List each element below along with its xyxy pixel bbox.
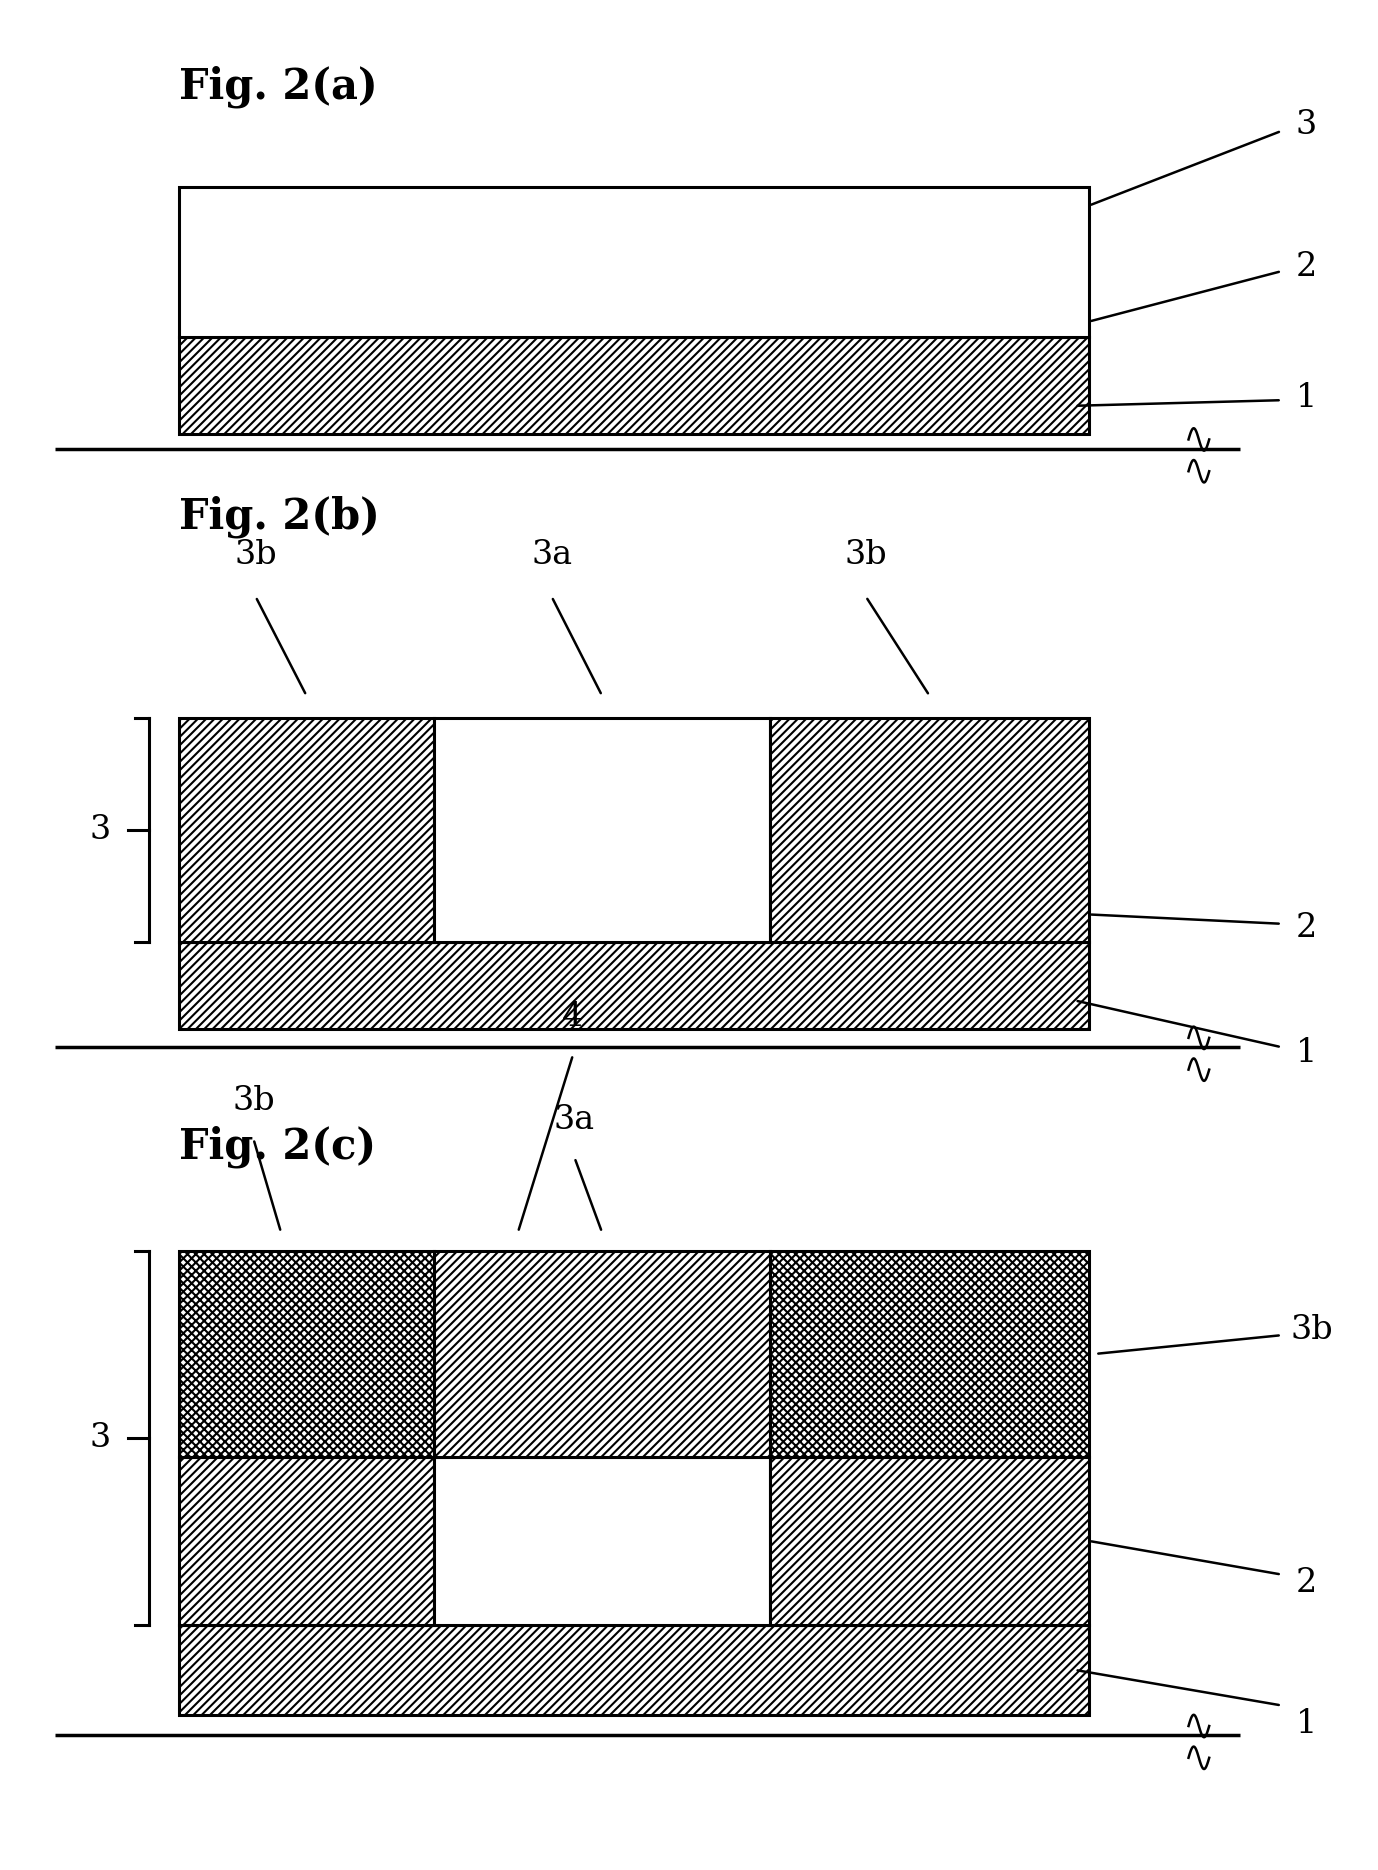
Text: 3b: 3b <box>234 539 277 572</box>
Text: 3a: 3a <box>554 1103 595 1137</box>
Bar <box>179 337 1089 434</box>
Text: 4: 4 <box>562 1000 584 1034</box>
Bar <box>434 1457 770 1625</box>
Bar <box>770 1457 1089 1625</box>
Text: 2: 2 <box>1295 251 1317 284</box>
Text: 1: 1 <box>1295 381 1317 415</box>
Text: 3a: 3a <box>531 539 572 572</box>
Text: Fig. 2(a): Fig. 2(a) <box>179 65 378 108</box>
Text: 2: 2 <box>1295 1567 1317 1599</box>
Bar <box>770 1251 1089 1457</box>
Text: Fig. 2(b): Fig. 2(b) <box>179 496 380 539</box>
Text: 3b: 3b <box>232 1085 274 1118</box>
Bar <box>179 1625 1089 1715</box>
Bar <box>179 187 1089 337</box>
Bar <box>179 1251 434 1457</box>
Text: 1: 1 <box>1295 1707 1317 1741</box>
Bar <box>179 1457 434 1625</box>
Text: 3: 3 <box>1295 108 1317 142</box>
Bar <box>434 718 770 942</box>
Bar <box>770 718 1089 942</box>
Text: 3: 3 <box>90 1421 112 1455</box>
Text: 2: 2 <box>1295 911 1317 944</box>
Bar <box>179 718 434 942</box>
Text: 3: 3 <box>90 813 112 847</box>
Text: 1: 1 <box>1295 1036 1317 1070</box>
Text: 3b: 3b <box>1291 1313 1333 1346</box>
Bar <box>434 1251 770 1457</box>
Text: Fig. 2(c): Fig. 2(c) <box>179 1126 376 1169</box>
Text: 3b: 3b <box>845 539 887 572</box>
Bar <box>179 942 1089 1028</box>
